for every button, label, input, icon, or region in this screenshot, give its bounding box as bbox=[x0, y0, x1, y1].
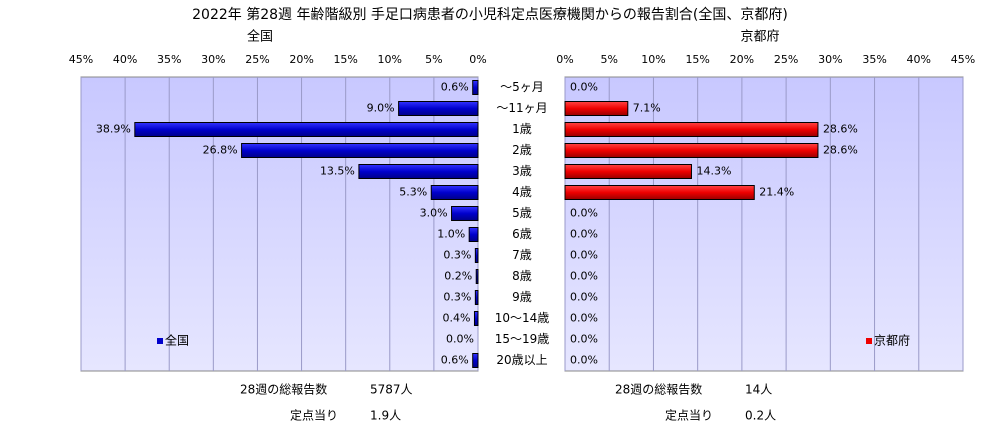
category-label: 8歳 bbox=[512, 269, 532, 283]
category-label: ～5ヶ月 bbox=[500, 80, 544, 94]
x-tick-label: 35% bbox=[862, 53, 886, 66]
value-label: 0.0% bbox=[570, 333, 598, 346]
value-label: 0.6% bbox=[441, 354, 469, 367]
value-label: 28.6% bbox=[823, 123, 858, 136]
value-label: 14.3% bbox=[696, 165, 731, 178]
bar bbox=[474, 248, 479, 263]
legend-label: 全国 bbox=[165, 333, 189, 348]
category-label: 10～14歳 bbox=[495, 311, 550, 325]
bar bbox=[564, 185, 755, 200]
x-tick-label: 15% bbox=[685, 53, 709, 66]
note-label: 28週の総報告数 bbox=[615, 382, 702, 397]
bar bbox=[472, 353, 479, 368]
value-label: 0.0% bbox=[570, 81, 598, 94]
x-tick-label: 5% bbox=[600, 53, 617, 66]
legend-swatch bbox=[866, 338, 872, 344]
bar bbox=[473, 311, 479, 326]
note-value: 0.2人 bbox=[745, 409, 776, 423]
category-label: 15～19歳 bbox=[495, 332, 550, 346]
x-tick-label: 5% bbox=[425, 53, 442, 66]
category-label: 5歳 bbox=[512, 206, 532, 220]
category-label: ～11ヶ月 bbox=[496, 101, 547, 115]
value-label: 0.3% bbox=[443, 291, 471, 304]
value-label: 21.4% bbox=[759, 186, 794, 199]
value-label: 0.0% bbox=[446, 333, 474, 346]
legend-swatch bbox=[157, 338, 163, 344]
value-label: 0.2% bbox=[444, 270, 472, 283]
bar bbox=[398, 101, 479, 116]
bar bbox=[241, 143, 479, 158]
value-label: 13.5% bbox=[320, 165, 355, 178]
plot-area bbox=[564, 76, 964, 372]
value-label: 0.6% bbox=[441, 81, 469, 94]
x-tick-label: 45% bbox=[69, 53, 93, 66]
value-label: 7.1% bbox=[633, 102, 661, 115]
x-tick-label: 25% bbox=[245, 53, 269, 66]
x-tick-label: 10% bbox=[641, 53, 665, 66]
bar bbox=[468, 227, 479, 242]
plot-area bbox=[80, 76, 479, 372]
note-label: 28週の総報告数 bbox=[240, 382, 327, 397]
x-tick-label: 0% bbox=[556, 53, 573, 66]
chart-title: 2022年 第28週 年齢階級別 手足口病患者の小児科定点医療機関からの報告割合… bbox=[192, 6, 788, 23]
bar bbox=[358, 164, 479, 179]
value-label: 0.0% bbox=[570, 270, 598, 283]
note-value: 1.9人 bbox=[370, 409, 401, 423]
category-label: 3歳 bbox=[512, 164, 532, 178]
x-tick-label: 20% bbox=[289, 53, 313, 66]
bar bbox=[564, 101, 629, 116]
x-tick-label: 40% bbox=[113, 53, 137, 66]
x-tick-label: 30% bbox=[818, 53, 842, 66]
value-label: 0.0% bbox=[570, 291, 598, 304]
category-label: 4歳 bbox=[512, 185, 532, 199]
category-label: 7歳 bbox=[512, 248, 532, 262]
note-label: 定点当り bbox=[665, 408, 713, 423]
bar bbox=[475, 269, 479, 284]
category-label: 6歳 bbox=[512, 227, 532, 241]
note-value: 14人 bbox=[745, 383, 772, 397]
panel-title: 京都府 bbox=[740, 30, 779, 45]
bar bbox=[564, 164, 692, 179]
x-tick-label: 45% bbox=[951, 53, 975, 66]
value-label: 0.0% bbox=[570, 207, 598, 220]
value-label: 38.9% bbox=[96, 123, 131, 136]
x-tick-label: 15% bbox=[333, 53, 357, 66]
value-label: 26.8% bbox=[203, 144, 238, 157]
value-label: 28.6% bbox=[823, 144, 858, 157]
x-tick-label: 35% bbox=[157, 53, 181, 66]
x-tick-label: 40% bbox=[907, 53, 931, 66]
bar bbox=[564, 122, 819, 137]
category-label: 1歳 bbox=[512, 122, 532, 136]
bar bbox=[472, 80, 479, 95]
value-label: 0.0% bbox=[570, 312, 598, 325]
note-label: 定点当り bbox=[290, 408, 338, 423]
value-label: 0.0% bbox=[570, 228, 598, 241]
legend-label: 京都府 bbox=[874, 333, 910, 348]
panel-title: 全国 bbox=[247, 29, 273, 45]
x-tick-label: 0% bbox=[469, 53, 486, 66]
category-label: 2歳 bbox=[512, 143, 532, 157]
x-tick-label: 10% bbox=[378, 53, 402, 66]
note-value: 5787人 bbox=[370, 383, 413, 397]
category-label: 9歳 bbox=[512, 290, 532, 304]
x-tick-label: 25% bbox=[774, 53, 798, 66]
bar bbox=[134, 122, 479, 137]
bar bbox=[451, 206, 479, 221]
value-label: 9.0% bbox=[367, 102, 395, 115]
value-label: 1.0% bbox=[437, 228, 465, 241]
value-label: 0.0% bbox=[570, 354, 598, 367]
value-label: 0.0% bbox=[570, 249, 598, 262]
value-label: 5.3% bbox=[399, 186, 427, 199]
bar bbox=[430, 185, 479, 200]
bar bbox=[474, 290, 479, 305]
bar bbox=[564, 143, 819, 158]
value-label: 0.4% bbox=[443, 312, 471, 325]
category-label: 20歳以上 bbox=[496, 353, 547, 367]
x-tick-label: 20% bbox=[730, 53, 754, 66]
x-tick-label: 30% bbox=[201, 53, 225, 66]
value-label: 3.0% bbox=[420, 207, 448, 220]
value-label: 0.3% bbox=[443, 249, 471, 262]
